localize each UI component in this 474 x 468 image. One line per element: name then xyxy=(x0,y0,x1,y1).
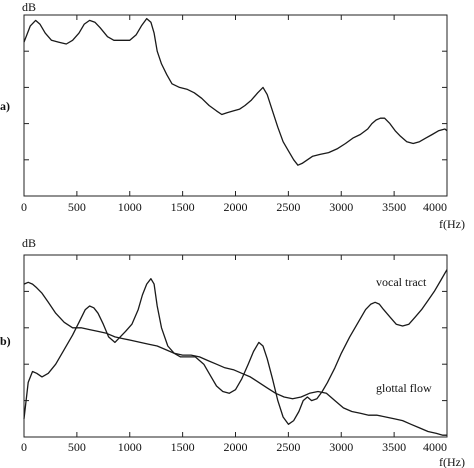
panel-a: dB a) 0 500 1000 1500 2000 2500 3000 3500 4000 f… xyxy=(0,0,465,231)
panel-b: dB b) 0 500 1000 1500 2000 2500 3000 3500 4000 v… xyxy=(0,236,465,468)
plot-frame xyxy=(23,14,448,197)
annotation-vocal-tract: vocal tract xyxy=(376,275,427,289)
x-tick-label: 500 xyxy=(68,200,86,214)
x-axis-label: f(Hz) xyxy=(439,455,465,468)
x-tick-label: 3000 xyxy=(329,440,353,454)
x-ticks xyxy=(23,255,448,437)
y-ticks xyxy=(24,290,447,402)
x-tick-label: 4000 xyxy=(423,440,447,454)
x-tick-label: 2500 xyxy=(276,200,300,214)
x-tick-label: 2000 xyxy=(224,440,248,454)
x-ticks xyxy=(23,15,448,196)
series-group xyxy=(23,269,448,436)
x-tick-label: 2000 xyxy=(224,200,248,214)
x-tick-label: 1500 xyxy=(171,440,195,454)
x-tick-label: 3500 xyxy=(382,440,406,454)
y-axis-label: dB xyxy=(22,0,36,14)
y-axis-label: dB xyxy=(22,236,36,250)
panel-label: a) xyxy=(0,99,10,113)
x-tick-label: 500 xyxy=(68,440,86,454)
x-tick-label: 3500 xyxy=(382,200,406,214)
x-tick-label: 1000 xyxy=(118,200,142,214)
x-tick-labels: 0 500 1000 1500 2000 2500 3000 3500 4000 xyxy=(21,200,447,214)
panel-label: b) xyxy=(0,334,11,348)
series-group xyxy=(23,17,448,166)
x-tick-label: 2500 xyxy=(276,440,300,454)
x-tick-label: 3000 xyxy=(329,200,353,214)
series-line-2 xyxy=(23,281,447,436)
x-tick-labels: 0 500 1000 1500 2000 2500 3000 3500 4000 xyxy=(21,440,447,454)
series-line-1 xyxy=(23,269,448,425)
x-tick-label: 1000 xyxy=(118,440,142,454)
x-tick-label: 1500 xyxy=(171,200,195,214)
x-tick-label: 4000 xyxy=(423,200,447,214)
annotation-glottal-flow: glottal flow xyxy=(376,381,432,395)
x-tick-label: 0 xyxy=(21,200,27,214)
series-line-1 xyxy=(23,17,448,166)
x-axis-label: f(Hz) xyxy=(439,217,465,231)
x-tick-label: 0 xyxy=(21,440,27,454)
y-ticks xyxy=(24,50,447,161)
